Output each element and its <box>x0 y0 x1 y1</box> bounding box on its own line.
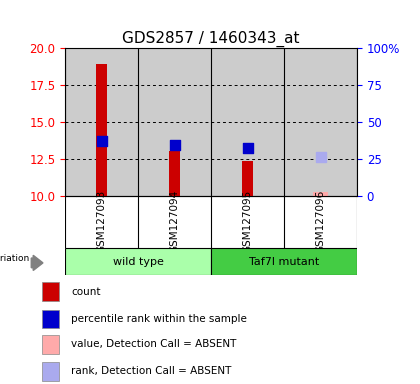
Text: genotype/variation: genotype/variation <box>0 254 29 263</box>
Bar <box>96 64 107 196</box>
Title: GDS2857 / 1460343_at: GDS2857 / 1460343_at <box>122 30 300 46</box>
Text: Taf7l mutant: Taf7l mutant <box>249 257 319 266</box>
Bar <box>211 248 357 275</box>
Bar <box>169 152 180 196</box>
Bar <box>42 362 59 381</box>
Bar <box>42 310 59 328</box>
Bar <box>313 192 328 196</box>
Bar <box>65 48 138 196</box>
Text: wild type: wild type <box>113 257 163 266</box>
Text: value, Detection Call = ABSENT: value, Detection Call = ABSENT <box>71 339 237 349</box>
Bar <box>211 48 284 196</box>
Text: count: count <box>71 287 101 297</box>
Text: GSM127093: GSM127093 <box>97 190 107 253</box>
FancyArrow shape <box>31 255 43 270</box>
Point <box>98 138 105 144</box>
Text: rank, Detection Call = ABSENT: rank, Detection Call = ABSENT <box>71 366 232 376</box>
Bar <box>65 248 211 275</box>
Text: percentile rank within the sample: percentile rank within the sample <box>71 314 247 324</box>
Bar <box>42 282 59 301</box>
Bar <box>284 48 357 196</box>
Point <box>317 154 324 160</box>
Text: GSM127095: GSM127095 <box>242 190 252 253</box>
Bar <box>242 161 253 196</box>
Text: GSM127094: GSM127094 <box>170 190 180 253</box>
Bar <box>42 335 59 354</box>
Point <box>244 145 251 151</box>
Bar <box>138 48 211 196</box>
Text: GSM127096: GSM127096 <box>315 190 326 253</box>
Point <box>171 142 178 148</box>
